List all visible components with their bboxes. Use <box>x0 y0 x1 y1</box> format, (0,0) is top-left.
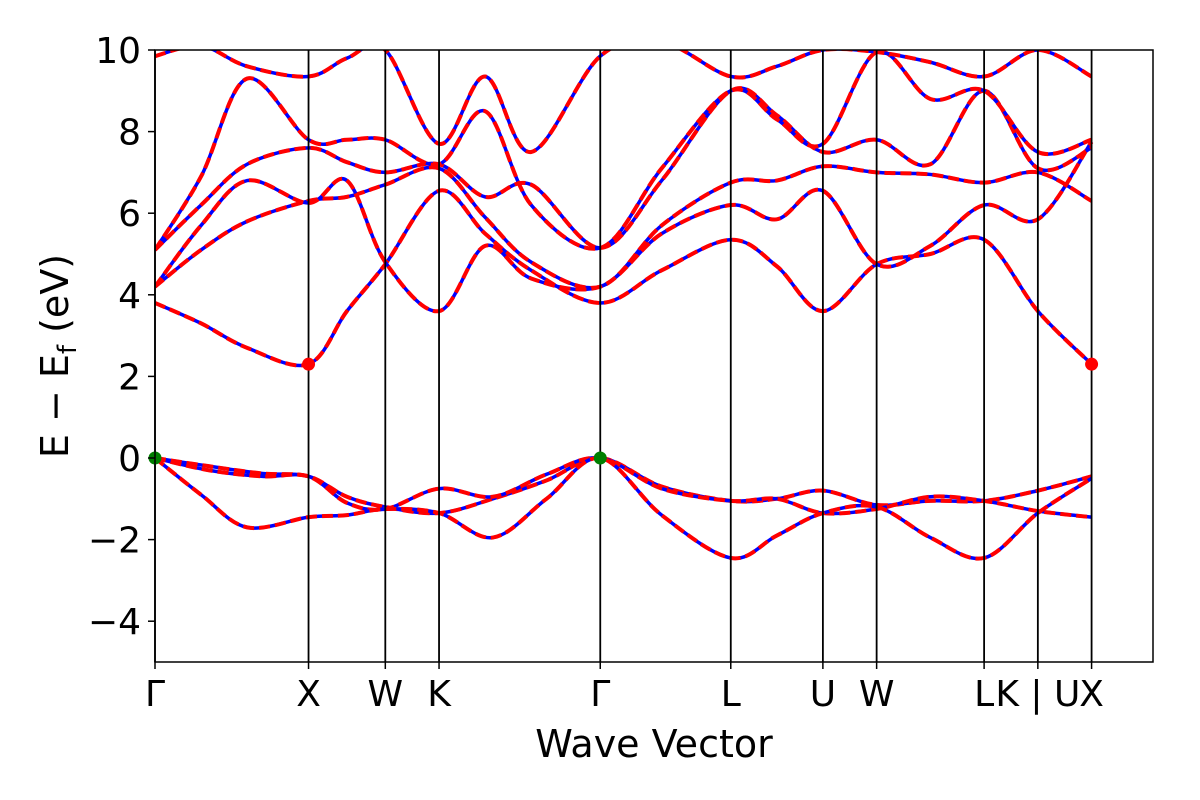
x-tick-label-4: Γ <box>590 674 610 715</box>
band-3-red-line <box>155 188 1093 368</box>
y-tick-label-1: −2 <box>88 521 141 562</box>
y-tick-label-0: −4 <box>88 602 141 643</box>
high-symmetry-lines <box>154 50 1093 662</box>
y-axis-title-sub: f <box>53 344 83 354</box>
band-1-blue-line <box>155 456 1092 519</box>
y-tick-label-7: 10 <box>95 31 141 72</box>
x-tick-label-0: Γ <box>145 674 165 715</box>
y-axis-ticks: −4 −2 0 2 4 6 8 10 <box>88 31 155 643</box>
x-tick-label-8: L <box>974 674 994 715</box>
band-3-blue-line <box>155 188 1093 368</box>
x-tick-label-5: L <box>721 674 741 715</box>
y-axis-title-main: E − E <box>33 354 77 458</box>
x-axis-title: Wave Vector <box>535 722 773 766</box>
x-tick-label-7: W <box>859 674 895 715</box>
vbm-marker-1 <box>593 451 607 465</box>
y-tick-label-2: 0 <box>118 439 141 480</box>
x-tick-label-2: W <box>368 674 404 715</box>
x-tick-label-6: U <box>810 674 836 715</box>
y-tick-label-6: 8 <box>118 113 141 154</box>
y-tick-label-3: 2 <box>118 357 141 398</box>
x-tick-label-9: K | U <box>995 674 1080 715</box>
plot-frame <box>154 49 1154 663</box>
y-tick-label-4: 4 <box>118 276 141 317</box>
x-tick-label-1: X <box>296 674 321 715</box>
x-tick-label-3: K <box>427 674 452 715</box>
bands-layer <box>155 50 1094 561</box>
cbm-marker-3 <box>1085 357 1099 371</box>
band-edge-markers <box>148 357 1099 465</box>
y-tick-label-5: 6 <box>118 194 141 235</box>
x-tick-label-10: X <box>1079 674 1104 715</box>
band-8-red-line <box>155 50 1093 154</box>
y-axis-title-unit: (eV) <box>33 254 77 345</box>
y-axis-title: E − Ef (eV) <box>33 254 83 458</box>
band-6-blue-line <box>155 86 1093 252</box>
cbm-marker-2 <box>302 357 316 371</box>
